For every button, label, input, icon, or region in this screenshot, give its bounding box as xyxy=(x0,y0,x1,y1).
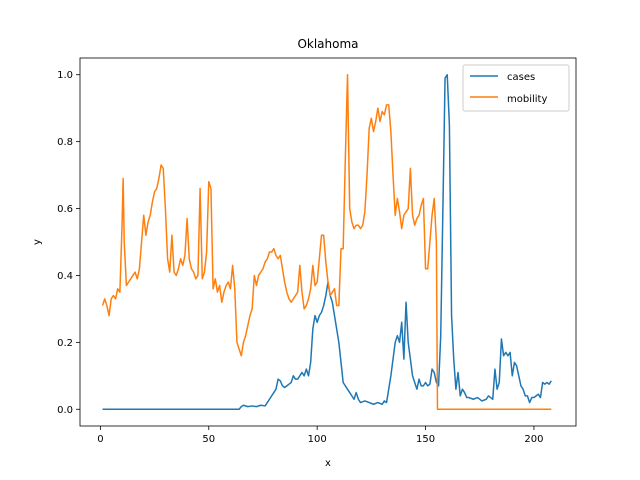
y-tick-label: 0.2 xyxy=(57,338,73,349)
y-tick-label: 0.8 xyxy=(57,137,73,148)
x-tick-label: 200 xyxy=(524,434,543,445)
legend-label-mobility: mobility xyxy=(507,94,547,105)
y-axis-ticks: 0.0 0.2 0.4 0.6 0.8 1.0 xyxy=(57,70,80,416)
x-tick-label: 150 xyxy=(416,434,435,445)
x-tick-label: 50 xyxy=(202,434,215,445)
y-tick-label: 0.0 xyxy=(57,405,73,416)
legend: cases mobility xyxy=(462,64,570,112)
x-axis-ticks: 0 50 100 150 200 xyxy=(97,426,543,445)
y-tick-label: 1.0 xyxy=(57,70,73,81)
axes-frame xyxy=(79,57,577,427)
y-tick-label: 0.4 xyxy=(57,271,73,282)
y-axis-label: y xyxy=(32,239,43,245)
legend-label-cases: cases xyxy=(507,72,535,83)
x-tick-label: 0 xyxy=(97,434,103,445)
x-axis-label: x xyxy=(325,458,331,469)
plot-lines xyxy=(101,73,552,411)
chart-title: Oklahoma xyxy=(297,37,358,51)
series-line-mobility xyxy=(101,73,552,411)
series-line-cases xyxy=(102,73,552,411)
x-tick-label: 100 xyxy=(308,434,327,445)
y-tick-label: 0.6 xyxy=(57,204,73,215)
